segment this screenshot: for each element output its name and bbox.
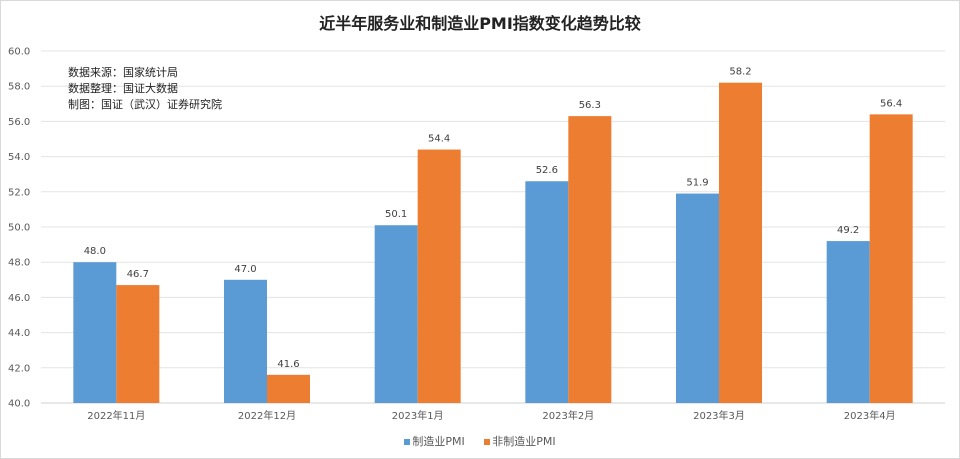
data-label: 56.3 [579,100,601,111]
y-tick-label: 52.0 [8,187,30,198]
bar-manufacturing [73,262,117,403]
data-label: 50.1 [385,209,407,220]
y-tick-label: 54.0 [8,152,30,163]
x-tick-label: 2023年2月 [542,409,594,422]
bar-non-manufacturing [719,82,762,404]
y-tick-label: 40.0 [8,399,30,410]
x-tick-label: 2022年11月 [87,409,145,422]
y-tick-label: 44.0 [8,328,30,339]
bar-manufacturing [374,225,418,403]
x-tick-label: 2023年3月 [693,409,745,422]
bar-non-manufacturing [116,285,160,403]
author-note: 制图：国证（武汉）证券研究院 [68,98,222,111]
y-tick-label: 42.0 [8,363,30,374]
bar-manufacturing [826,241,870,403]
data-label: 49.2 [837,225,859,236]
bar-non-manufacturing [869,114,913,404]
data-label: 52.6 [536,165,558,176]
data-label: 47.0 [234,264,256,275]
legend: 制造业PMI 非制造业PMI [0,433,960,449]
bar-manufacturing [525,181,569,403]
data-label: 46.7 [127,269,149,280]
x-tick-label: 2022年12月 [238,409,296,422]
y-tick-label: 46.0 [8,293,30,304]
bar-manufacturing [224,279,267,403]
data-label: 51.9 [686,178,708,189]
data-label: 54.4 [428,134,450,145]
data-label: 48.0 [84,246,106,257]
bar-non-manufacturing [417,149,461,403]
legend-swatch-manufacturing [404,439,411,445]
y-tick-label: 60.0 [8,47,30,58]
y-tick-label: 58.0 [8,82,30,93]
bar-manufacturing [676,193,719,403]
source-notes: 数据来源：国家统计局 数据整理：国证大数据 制图：国证（武汉）证券研究院 [68,65,222,113]
legend-item-manufacturing: 制造业PMI [404,435,465,448]
legend-item-non-manufacturing: 非制造业PMI [484,435,556,448]
compiler-note: 数据整理：国证大数据 [68,82,178,95]
data-label: 58.2 [729,67,751,78]
data-label: 41.6 [277,359,299,370]
y-tick-label: 56.0 [8,117,30,128]
x-tick-label: 2023年4月 [844,409,896,422]
bar-non-manufacturing [568,116,612,404]
bar-non-manufacturing [267,374,310,403]
legend-swatch-non-manufacturing [484,439,491,445]
x-tick-label: 2023年1月 [392,409,444,422]
source-note: 数据来源：国家统计局 [68,66,178,79]
y-tick-label: 50.0 [8,223,30,234]
chart-title: 近半年服务业和制造业PMI指数变化趋势比较 [319,14,641,33]
y-tick-label: 48.0 [8,258,30,269]
data-label: 56.4 [880,98,902,109]
